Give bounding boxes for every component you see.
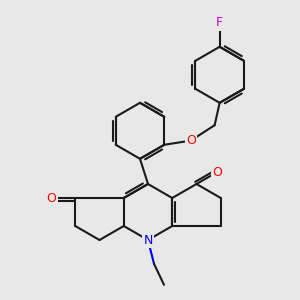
- Text: O: O: [186, 134, 196, 147]
- Text: N: N: [143, 233, 153, 247]
- Text: O: O: [212, 166, 222, 178]
- Text: O: O: [46, 191, 56, 205]
- Text: F: F: [216, 16, 223, 29]
